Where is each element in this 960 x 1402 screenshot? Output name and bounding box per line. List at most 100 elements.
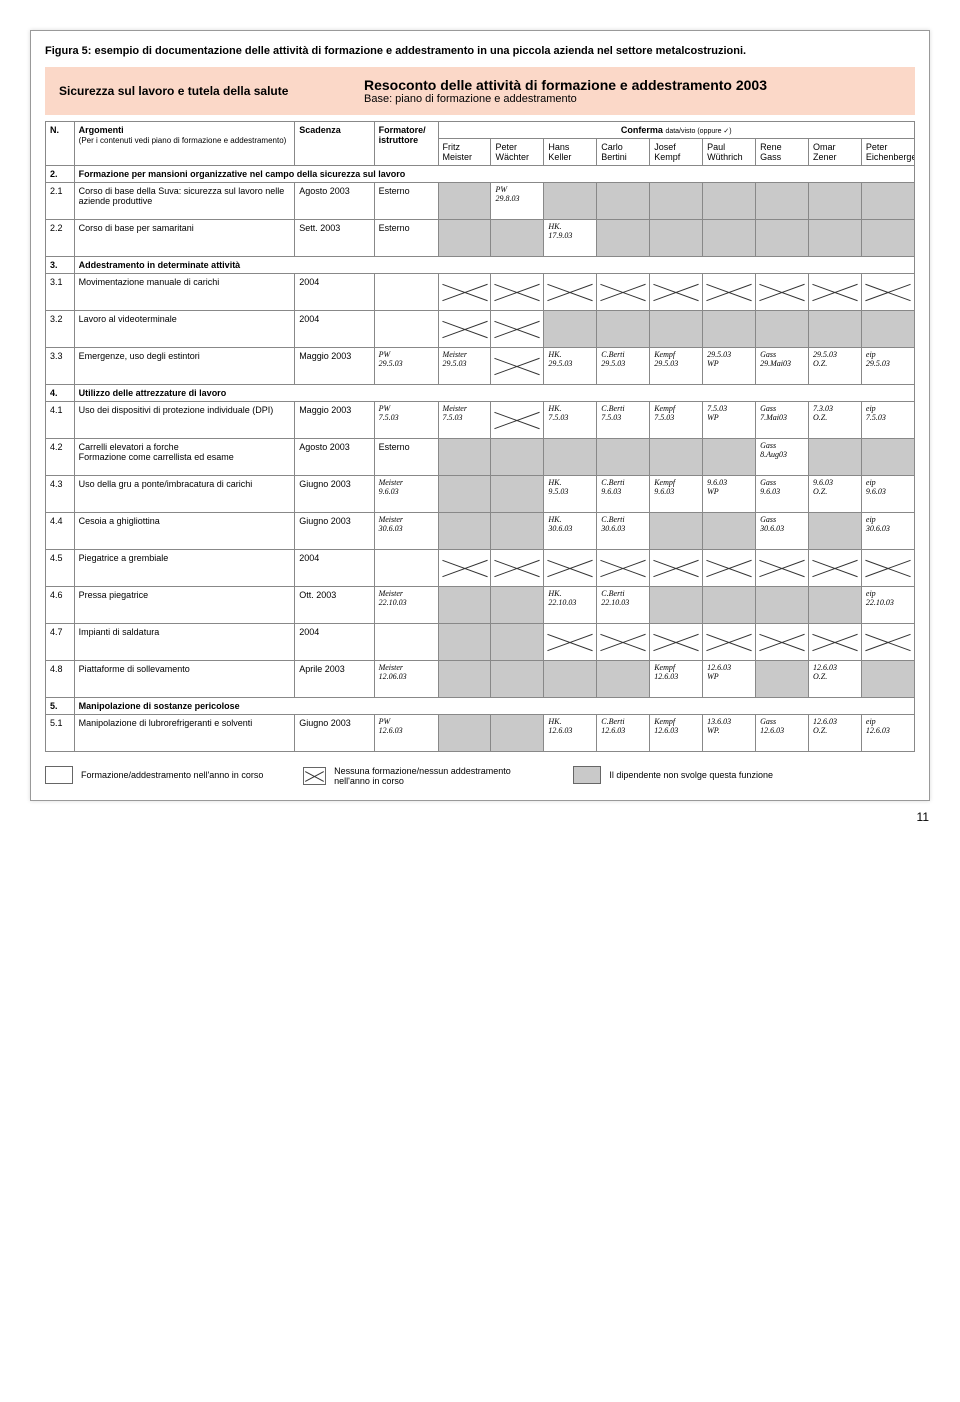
- training-table: N. Argomenti (Per i contenuti vedi piano…: [45, 121, 915, 752]
- table-cell: [438, 624, 491, 661]
- table-cell: eip 30.6.03: [861, 513, 914, 550]
- table-cell: [491, 715, 544, 752]
- legend-item-grey: Il dipendente non svolge questa funzione: [573, 766, 773, 784]
- table-row: 3.2Lavoro al videoterminale2004: [46, 311, 915, 348]
- row-arg: Cesoia a ghigliottina: [74, 513, 295, 550]
- table-cell: eip 29.5.03: [861, 348, 914, 385]
- table-cell: Gass 9.6.03: [756, 476, 809, 513]
- table-cell: [597, 661, 650, 698]
- row-formatore: [374, 311, 438, 348]
- row-formatore: [374, 624, 438, 661]
- swatch-grey: [573, 766, 601, 784]
- conferma-sub: data/visto (oppure ✓): [665, 128, 731, 135]
- table-row: 3.1Movimentazione manuale di carichi2004: [46, 274, 915, 311]
- table-head: N. Argomenti (Per i contenuti vedi piano…: [46, 122, 915, 166]
- table-cell: [544, 311, 597, 348]
- table-cell: [703, 183, 756, 220]
- row-arg: Impianti di saldatura: [74, 624, 295, 661]
- table-cell: [650, 439, 703, 476]
- row-n: 2.2: [46, 220, 75, 257]
- table-cell: [808, 587, 861, 624]
- table-cell: [544, 661, 597, 698]
- row-n: 4.4: [46, 513, 75, 550]
- row-scadenza: 2004: [295, 274, 374, 311]
- swatch-plain: [45, 766, 73, 784]
- legend-text-b: Nessuna formazione/nessun addestramento …: [334, 766, 533, 786]
- section-header-row: 4.Utilizzo delle attrezzature di lavoro: [46, 385, 915, 402]
- row-n: 4.2: [46, 439, 75, 476]
- table-cell: Meister 29.5.03: [438, 348, 491, 385]
- legend-text-c: Il dipendente non svolge questa funzione: [609, 770, 773, 780]
- table-cell: HK. 29.5.03: [544, 348, 597, 385]
- person-header: Omar Zener: [808, 139, 861, 166]
- row-formatore: Meister 9.6.03: [374, 476, 438, 513]
- row-scadenza: Aprile 2003: [295, 661, 374, 698]
- page-number: 11: [917, 810, 929, 824]
- table-cell: [756, 661, 809, 698]
- table-cell: [808, 311, 861, 348]
- table-cell: [703, 624, 756, 661]
- row-arg: Piegatrice a grembiale: [74, 550, 295, 587]
- person-header: Peter Eichenberger: [861, 139, 914, 166]
- row-formatore: PW 29.5.03: [374, 348, 438, 385]
- row-arg: Corso di base della Suva: sicurezza sul …: [74, 183, 295, 220]
- table-cell: 7.3.03 O.Z.: [808, 402, 861, 439]
- table-cell: HK. 22.10.03: [544, 587, 597, 624]
- table-cell: Gass 7.Mai03: [756, 402, 809, 439]
- table-cell: [597, 550, 650, 587]
- table-cell: [544, 183, 597, 220]
- table-cell: [491, 402, 544, 439]
- legend-text-a: Formazione/addestramento nell'anno in co…: [81, 770, 263, 780]
- row-n: 3.2: [46, 311, 75, 348]
- row-formatore: Esterno: [374, 439, 438, 476]
- table-cell: [597, 274, 650, 311]
- row-formatore: Meister 12.06.03: [374, 661, 438, 698]
- table-cell: [544, 439, 597, 476]
- row-arg: Uso dei dispositivi di protezione indivi…: [74, 402, 295, 439]
- table-cell: Gass 30.6.03: [756, 513, 809, 550]
- section-n: 5.: [46, 698, 75, 715]
- col-conferma: Conferma data/visto (oppure ✓): [438, 122, 914, 139]
- table-cell: [808, 513, 861, 550]
- table-cell: [861, 183, 914, 220]
- table-cell: [756, 311, 809, 348]
- table-cell: [703, 311, 756, 348]
- table-cell: eip 9.6.03: [861, 476, 914, 513]
- table-cell: C.Berti 29.5.03: [597, 348, 650, 385]
- table-cell: HK. 12.6.03: [544, 715, 597, 752]
- table-cell: [597, 311, 650, 348]
- table-cell: [703, 587, 756, 624]
- row-n: 2.1: [46, 183, 75, 220]
- col-arg: Argomenti (Per i contenuti vedi piano di…: [74, 122, 295, 166]
- table-cell: eip 12.6.03: [861, 715, 914, 752]
- row-formatore: Meister 22.10.03: [374, 587, 438, 624]
- table-cell: [491, 513, 544, 550]
- section-title: Utilizzo delle attrezzature di lavoro: [74, 385, 914, 402]
- person-header: Peter Wächter: [491, 139, 544, 166]
- row-formatore: PW 12.6.03: [374, 715, 438, 752]
- section-header-row: 2.Formazione per mansioni organizzative …: [46, 166, 915, 183]
- section-n: 2.: [46, 166, 75, 183]
- table-cell: C.Berti 22.10.03: [597, 587, 650, 624]
- table-cell: [650, 183, 703, 220]
- table-cell: 7.5.03 WP: [703, 402, 756, 439]
- row-arg: Lavoro al videoterminale: [74, 311, 295, 348]
- col-arg-sub: (Per i contenuti vedi piano di formazion…: [79, 136, 287, 145]
- row-n: 4.3: [46, 476, 75, 513]
- row-n: 5.1: [46, 715, 75, 752]
- table-row: 4.4Cesoia a ghigliottinaGiugno 2003Meist…: [46, 513, 915, 550]
- table-cell: 12.6.03 O.Z.: [808, 715, 861, 752]
- table-row: 2.1Corso di base della Suva: sicurezza s…: [46, 183, 915, 220]
- table-cell: [808, 183, 861, 220]
- title-main: Resoconto delle attività di formazione e…: [364, 77, 767, 93]
- table-cell: [861, 220, 914, 257]
- table-cell: HK. 30.6.03: [544, 513, 597, 550]
- table-cell: [491, 439, 544, 476]
- row-arg: Piattaforme di sollevamento: [74, 661, 295, 698]
- table-cell: [861, 661, 914, 698]
- col-formatore: Formatore/ istruttore: [374, 122, 438, 166]
- conferma-label: Conferma: [621, 125, 663, 135]
- table-cell: [438, 715, 491, 752]
- table-row: 5.1Manipolazione di lubrorefrigeranti e …: [46, 715, 915, 752]
- table-row: 3.3Emergenze, uso degli estintoriMaggio …: [46, 348, 915, 385]
